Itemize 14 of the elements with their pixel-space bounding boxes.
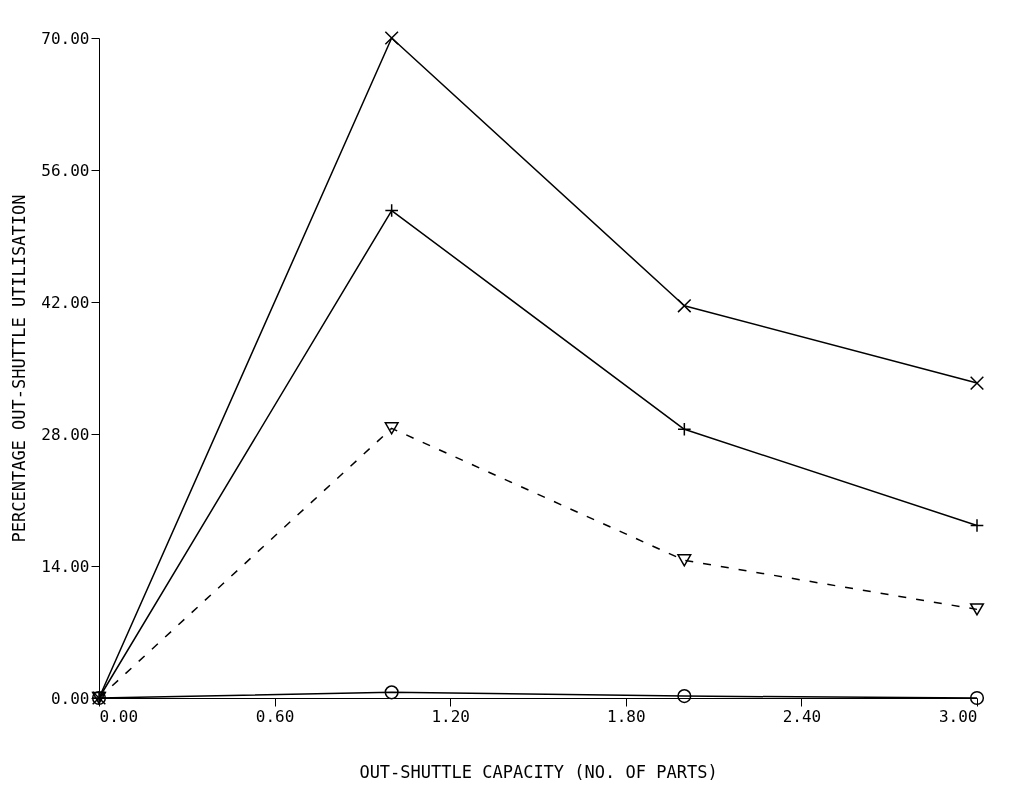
x-axis-title: OUT-SHUTTLE CAPACITY (NO. OF PARTS) (359, 761, 718, 782)
x-tick-label: 0.60 (255, 706, 295, 726)
y-tick-label: 42.00 (41, 292, 90, 312)
y-axis-title: PERCENTAGE OUT-SHUTTLE UTILISATION (9, 194, 30, 543)
x-tick-label: 1.80 (607, 706, 646, 726)
x-tick-label: 3.00 (938, 706, 978, 726)
y-tick-label: 56.00 (41, 160, 90, 180)
y-tick-label: 0.00 (50, 688, 90, 708)
x-tick-label: 1.20 (431, 706, 470, 726)
x-tick-label: 0.00 (99, 706, 139, 726)
y-tick-label: 70.00 (41, 28, 90, 48)
y-tick-label: 14.00 (41, 556, 90, 576)
y-tick-label: 28.00 (41, 424, 90, 444)
x-tick-label: 2.40 (782, 706, 822, 726)
